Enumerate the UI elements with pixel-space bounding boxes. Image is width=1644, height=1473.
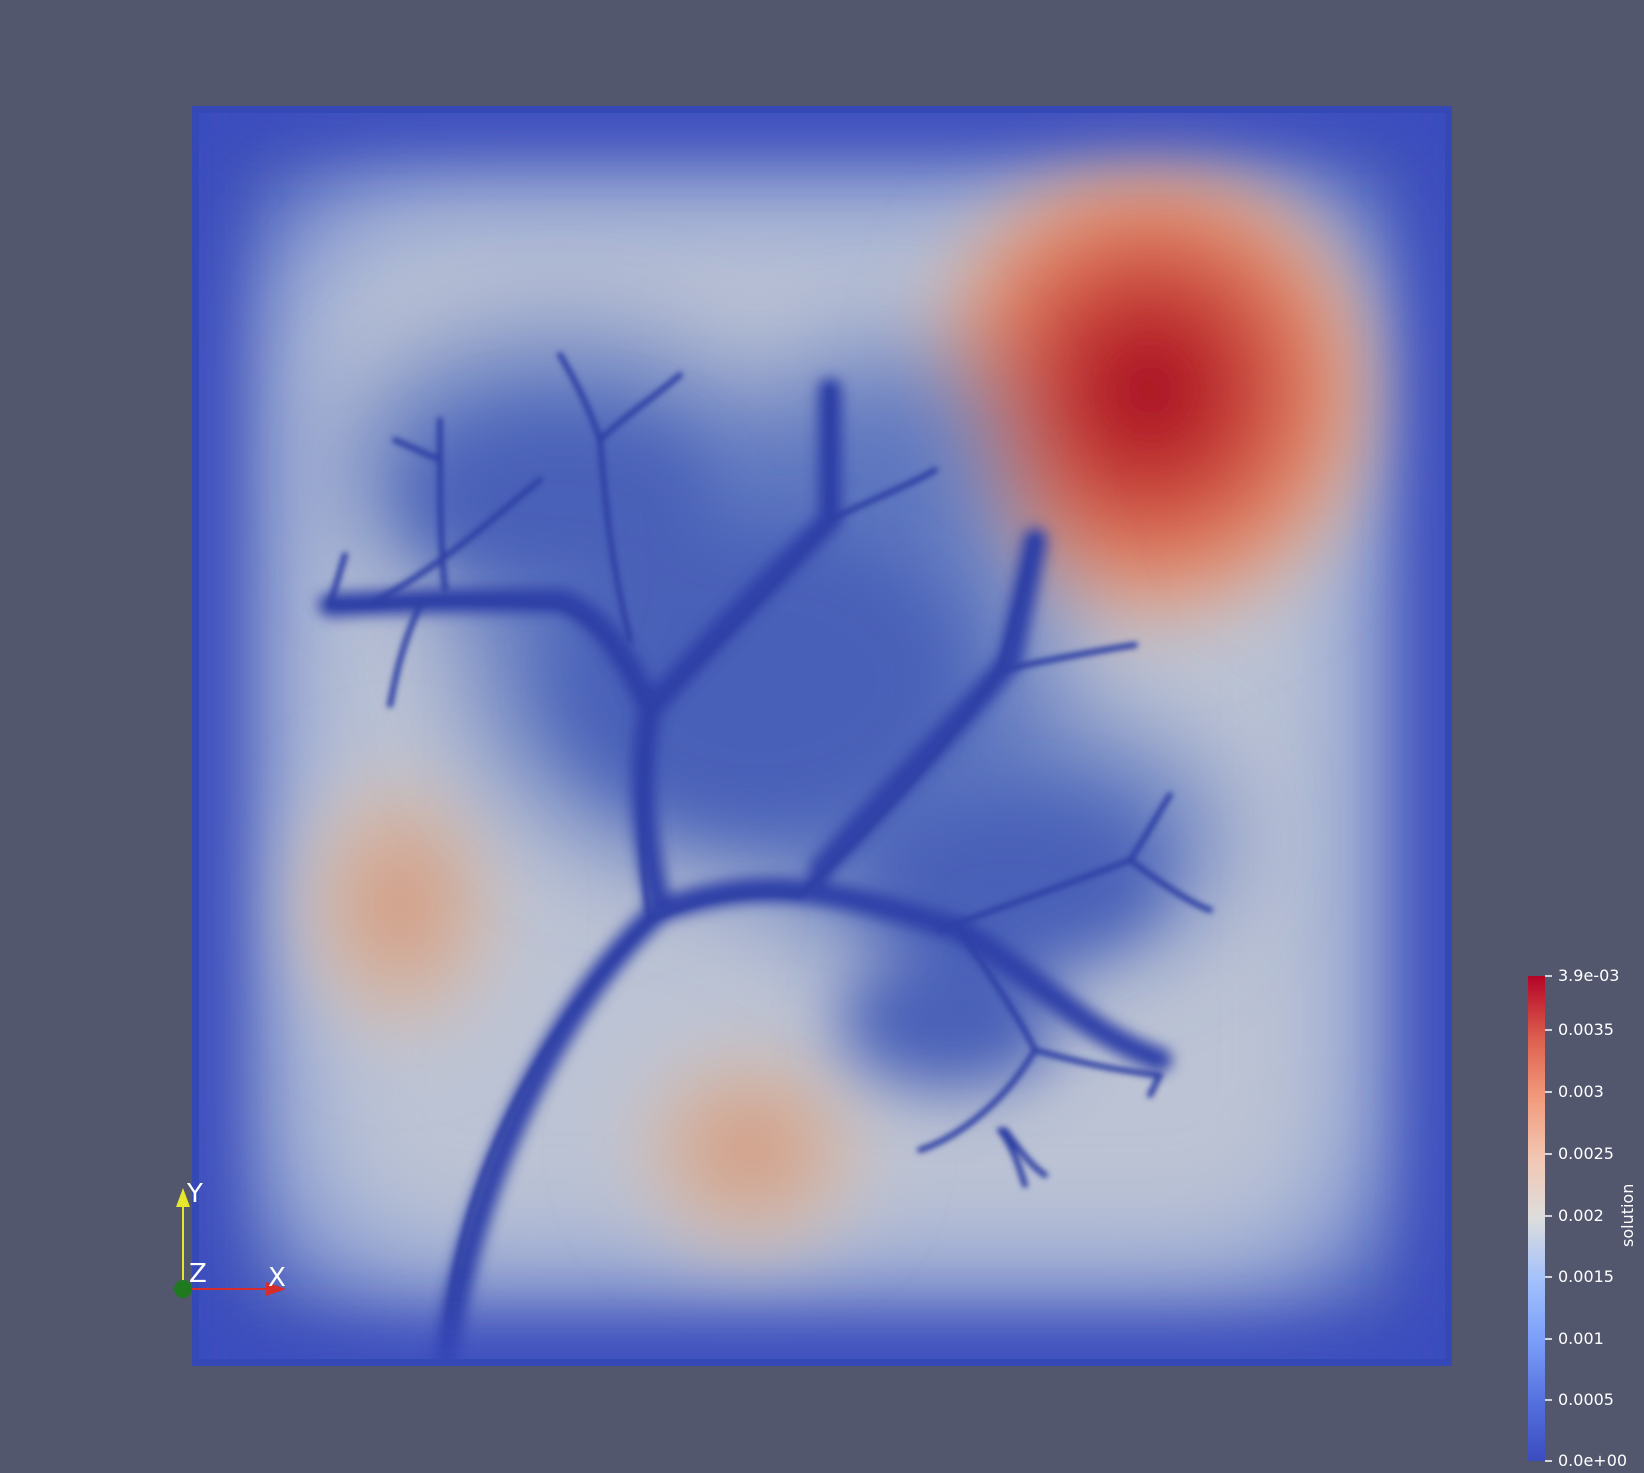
color-legend-tick-label: 0.0005 bbox=[1558, 1390, 1614, 1409]
y-axis-arrow-icon bbox=[176, 1188, 190, 1207]
x-axis-label: X bbox=[268, 1263, 286, 1293]
color-legend-title: solution bbox=[1618, 1183, 1637, 1247]
solution-domain bbox=[192, 106, 1452, 1366]
z-axis-label: Z bbox=[189, 1259, 207, 1289]
color-legend-tick-label: 0.002 bbox=[1558, 1206, 1604, 1225]
color-legend-tick-label: 0.0015 bbox=[1558, 1267, 1614, 1286]
x-axis-arrow-icon bbox=[266, 1282, 286, 1296]
warm-spot-left bbox=[270, 735, 530, 1075]
color-legend-tick-label: 0.0025 bbox=[1558, 1144, 1614, 1163]
color-legend-min-label: 0.0e+00 bbox=[1558, 1451, 1628, 1470]
color-legend-max-label: 3.9e-03 bbox=[1558, 966, 1620, 985]
valley-core bbox=[410, 420, 1160, 1090]
orientation-axes-widget bbox=[174, 1188, 286, 1298]
hot-spot-top-right bbox=[890, 120, 1410, 660]
color-legend-bar bbox=[1528, 976, 1545, 1461]
branch-lines bbox=[327, 352, 1213, 1366]
warm-spot-bottom bbox=[600, 1015, 900, 1285]
z-axis-dot-icon bbox=[174, 1280, 192, 1298]
y-axis-label: Y bbox=[187, 1179, 203, 1209]
color-legend-tick-label: 0.001 bbox=[1558, 1329, 1604, 1348]
color-legend-tick-label: 0.003 bbox=[1558, 1082, 1604, 1101]
color-legend-ticks bbox=[1545, 975, 1552, 1462]
color-legend bbox=[1528, 975, 1552, 1462]
color-legend-tick-label: 0.0035 bbox=[1558, 1020, 1614, 1039]
